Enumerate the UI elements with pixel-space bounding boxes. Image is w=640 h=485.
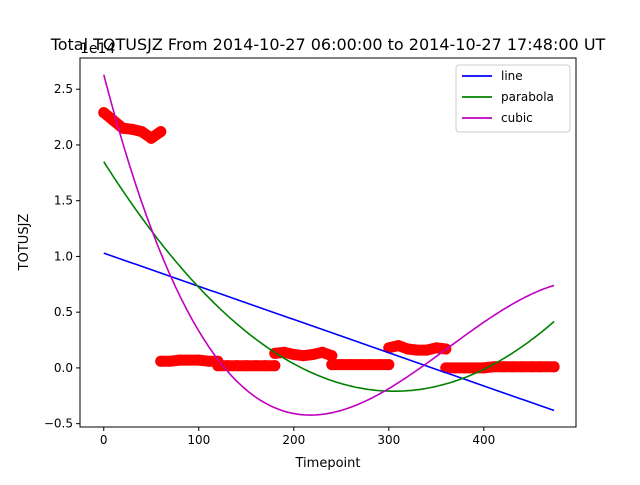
- scatter-point: [487, 361, 499, 373]
- scatter-point: [155, 355, 167, 367]
- y-tick-label: 1.5: [54, 194, 73, 208]
- y-offset-text: 1e14: [80, 41, 115, 57]
- scatter-point: [392, 340, 404, 352]
- scatter-point: [193, 354, 205, 366]
- scatter-point: [212, 360, 224, 372]
- fit-lines: [103, 74, 555, 416]
- y-tick-label: 0.5: [54, 305, 73, 319]
- scatter-point: [136, 126, 148, 138]
- chart-title: Total TOTUSJZ From 2014-10-27 06:00:00 t…: [50, 35, 606, 54]
- y-tick-label: −0.5: [44, 417, 73, 431]
- scatter-point: [326, 359, 338, 371]
- legend-label-cubic: cubic: [501, 111, 533, 125]
- plot-frame: [79, 57, 577, 428]
- x-tick-label: 0: [100, 433, 108, 447]
- legend-label-line: line: [501, 69, 523, 83]
- series-parabola-line: [103, 161, 555, 392]
- scatter-point: [231, 360, 243, 372]
- scatter-point: [297, 350, 309, 362]
- scatter-point: [525, 361, 537, 373]
- x-tick-label: 400: [472, 433, 495, 447]
- scatter-point: [250, 360, 262, 372]
- series-line-line: [103, 252, 555, 412]
- scatter-point: [316, 346, 328, 358]
- scatter-point: [440, 362, 452, 374]
- scatter-point: [383, 342, 395, 354]
- x-axis: 0 100 200 300 400: [100, 427, 495, 447]
- scatter-point: [155, 126, 167, 138]
- scatter-point: [240, 360, 252, 372]
- x-tick-label: 200: [282, 433, 305, 447]
- scatter-point: [326, 350, 338, 362]
- legend-items: line parabola cubic: [462, 69, 554, 125]
- scatter-point: [535, 361, 547, 373]
- scatter-point: [506, 361, 518, 373]
- scatter-point: [164, 355, 176, 367]
- scatter-point: [354, 359, 366, 371]
- legend: line parabola cubic: [455, 64, 571, 133]
- scatter-point: [126, 123, 138, 135]
- y-axis-label: TOTUSJZ: [17, 214, 32, 272]
- scatter-point: [183, 354, 195, 366]
- y-tick-label: 1.0: [54, 249, 73, 263]
- scatter-point: [402, 343, 414, 355]
- y-tick-label: 0.0: [54, 361, 73, 375]
- scatter-point: [468, 362, 480, 374]
- scatter-point: [364, 359, 376, 371]
- y-axis: −0.5 0.0 0.5 1.0 1.5 2.0 2.5: [44, 82, 80, 431]
- x-tick-label: 300: [377, 433, 400, 447]
- scatter-point: [411, 344, 423, 356]
- scatter-point: [497, 361, 509, 373]
- scatter-point: [335, 359, 347, 371]
- y-tick-label: 2.0: [54, 138, 73, 152]
- scatter-point: [516, 361, 528, 373]
- x-axis-label: Timepoint: [295, 456, 361, 471]
- scatter-point: [459, 362, 471, 374]
- scatter-point: [145, 132, 157, 144]
- scatter-point: [449, 362, 461, 374]
- scatter-point: [269, 360, 281, 372]
- y-tick-label: 2.5: [54, 82, 73, 96]
- scatter-point: [202, 355, 214, 367]
- x-tick-label: 100: [187, 433, 210, 447]
- scatter-point: [174, 354, 186, 366]
- scatter-point: [288, 349, 300, 361]
- scatter-point: [430, 342, 442, 354]
- scatter-point: [278, 346, 290, 358]
- scatter-point: [307, 349, 319, 361]
- scatter-point: [383, 359, 395, 371]
- scatter-point: [548, 361, 560, 373]
- legend-label-parabola: parabola: [501, 90, 554, 104]
- series-cubic-line: [103, 74, 555, 416]
- legend-box: [455, 64, 571, 133]
- scatter-point: [345, 359, 357, 371]
- scatter-point: [421, 344, 433, 356]
- scatter-point: [373, 359, 385, 371]
- scatter-point: [259, 360, 271, 372]
- scatter-point: [98, 107, 110, 119]
